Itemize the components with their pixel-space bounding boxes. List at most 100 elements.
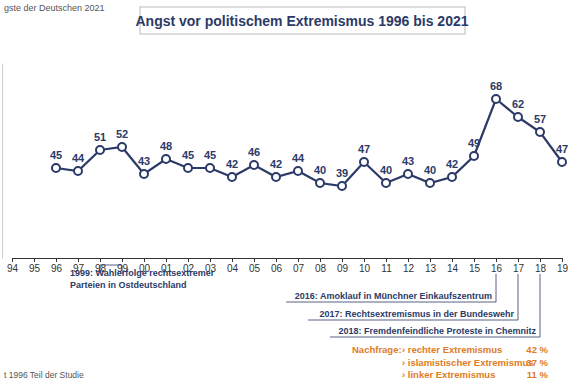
note: t 1996 Teil der Studie: [4, 370, 84, 380]
followup-label: › rechter Extremismus: [402, 344, 502, 355]
followup-value: 11 %: [527, 369, 549, 380]
x-tick: 18: [535, 258, 547, 274]
x-tick-mark: [78, 258, 79, 262]
data-label: 47: [556, 143, 568, 155]
x-tick-mark: [188, 258, 189, 262]
x-tick-label: 04: [227, 263, 239, 274]
title: Angst vor politischem Extremismus 1996 b…: [135, 13, 468, 29]
annotation-line: [540, 274, 541, 337]
data-point: [140, 170, 148, 178]
x-tick-mark: [474, 258, 475, 262]
plot-area: [52, 95, 566, 190]
x-tick-label: 16: [491, 263, 503, 274]
data-point: [52, 164, 60, 172]
x-tick-label: 05: [249, 263, 261, 274]
data-point: [294, 167, 302, 175]
data-point: [316, 179, 324, 187]
data-point: [74, 167, 82, 175]
data-label: 45: [204, 149, 216, 161]
x-tick-mark: [276, 258, 277, 262]
annotation-text: 2018: Fremdenfeindliche Proteste in Chem…: [338, 326, 536, 336]
data-labels: 4544515243484545424642444039474043404249…: [50, 80, 568, 179]
x-tick-label: 96: [51, 263, 63, 274]
annotation-text: 1999: Wahlerfolge rechtsextremer: [70, 268, 215, 278]
x-tick-label: 06: [271, 263, 283, 274]
y-axis: [2, 64, 3, 259]
annotation-underline: [308, 320, 518, 321]
x-tick-mark: [232, 258, 233, 262]
x-tick-label: 95: [29, 263, 41, 274]
x-tick-mark: [496, 258, 497, 262]
data-label: 47: [358, 143, 370, 155]
annotation-text: 2017: Rechtsextremismus in der Bundesweh…: [319, 309, 514, 319]
x-tick: 96: [51, 258, 63, 274]
annotations: 1999: Wahlerfolge rechtsextremer Parteien…: [70, 265, 540, 337]
data-label: 43: [402, 155, 414, 167]
data-line: [56, 99, 562, 186]
x-tick-mark: [408, 258, 409, 262]
data-label: 45: [182, 149, 194, 161]
followup-title: Nachfrage:: [352, 344, 402, 355]
x-tick-mark: [254, 258, 255, 262]
x-tick-label: 12: [403, 263, 415, 274]
x-tick-label: 94: [7, 263, 19, 274]
x-tick: 13: [425, 258, 437, 274]
x-tick-mark: [122, 258, 123, 262]
x-tick: 16: [491, 258, 503, 274]
data-point: [492, 95, 500, 103]
x-tick-mark: [562, 258, 563, 262]
data-point: [404, 170, 412, 178]
x-tick-mark: [452, 258, 453, 262]
x-tick-label: 13: [425, 263, 437, 274]
data-label: 45: [50, 149, 62, 161]
annotation: 2017: Rechtsextremismus in der Bundesweh…: [308, 274, 518, 320]
annotation: 2016: Amoklauf in Münchner Einkaufszentr…: [286, 274, 496, 302]
x-tick-mark: [100, 258, 101, 262]
data-label: 42: [226, 158, 238, 170]
x-tick-mark: [342, 258, 343, 262]
followup: Nachfrage:› rechter Extremismus 42 % › isl…: [352, 344, 549, 380]
data-point: [558, 158, 566, 166]
data-label: 52: [116, 128, 128, 140]
data-point: [96, 146, 104, 154]
x-tick-label: 18: [535, 263, 547, 274]
data-point: [514, 113, 522, 121]
x-tick: 15: [469, 258, 481, 274]
subtitle: gste der Deutschen 2021: [4, 3, 105, 13]
x-axis-line: [13, 258, 563, 259]
annotation-bracket: [100, 265, 122, 266]
data-label: 46: [248, 146, 260, 158]
data-label: 40: [424, 164, 436, 176]
x-tick-mark: [210, 258, 211, 262]
x-tick: 06: [271, 258, 283, 274]
x-tick-mark: [56, 258, 57, 262]
x-tick-label: 08: [315, 263, 327, 274]
data-label: 43: [138, 155, 150, 167]
data-label: 48: [160, 140, 172, 152]
x-tick: 09: [337, 258, 349, 274]
x-tick-mark: [364, 258, 365, 262]
data-label: 49: [468, 137, 480, 149]
x-tick: 95: [29, 258, 41, 274]
annotation-line: [518, 274, 519, 320]
data-point: [162, 155, 170, 163]
data-point: [118, 143, 126, 151]
x-tick-label: 14: [447, 263, 459, 274]
followup-value: 42 %: [526, 344, 548, 355]
data-point: [470, 152, 478, 160]
x-tick: 14: [447, 258, 459, 274]
x-tick-label: 10: [359, 263, 371, 274]
data-label: 40: [380, 164, 392, 176]
x-tick: 94: [7, 258, 19, 274]
annotation-text: Parteien in Ostdeutschland: [70, 280, 187, 290]
data-label: 42: [270, 158, 282, 170]
annotation: 1999: Wahlerfolge rechtsextremer Parteien…: [70, 265, 215, 290]
annotation-line: [496, 274, 497, 302]
data-label: 62: [512, 98, 524, 110]
data-label: 57: [534, 113, 546, 125]
data-point: [338, 182, 346, 190]
x-tick: 11: [381, 258, 392, 274]
data-point: [360, 158, 368, 166]
x-tick-label: 19: [557, 263, 569, 274]
followup-label: › islamistischer Extremismus: [402, 357, 533, 368]
